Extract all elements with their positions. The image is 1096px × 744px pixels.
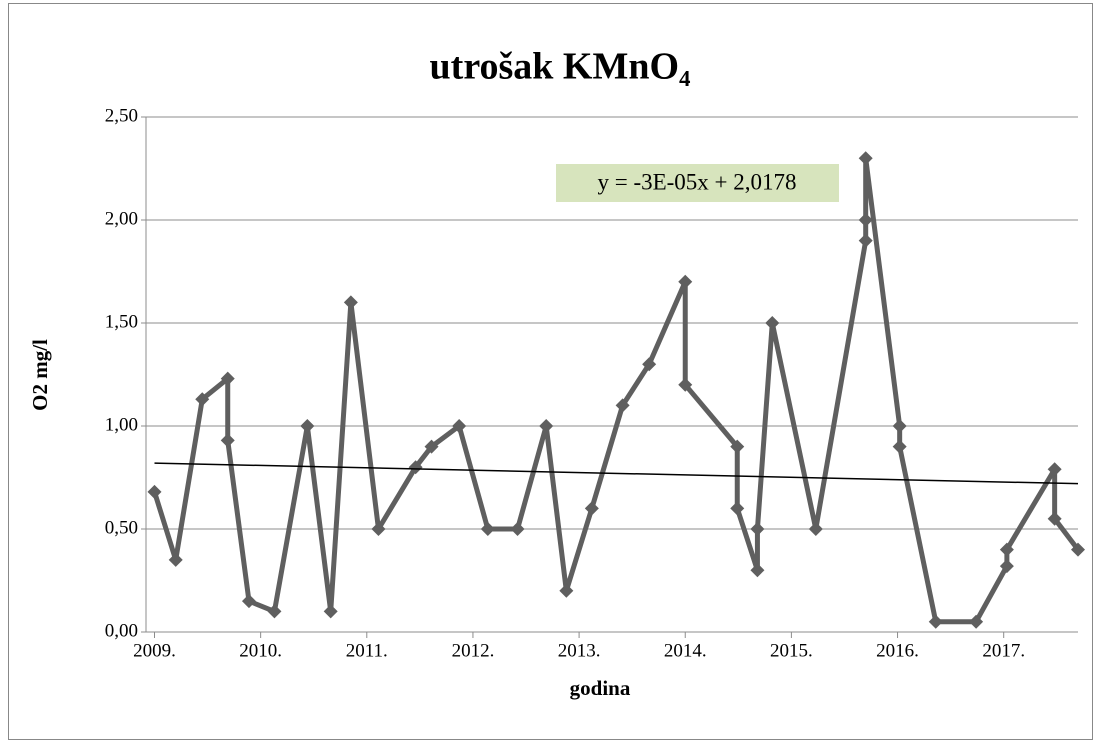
data-point <box>584 501 599 516</box>
x-tick-label: 2012. <box>452 640 495 661</box>
y-tick-label: 2,50 <box>105 105 138 126</box>
data-point <box>220 371 235 386</box>
data-point <box>730 439 745 454</box>
data-point <box>999 542 1014 557</box>
y-tick-label: 1,00 <box>105 414 138 435</box>
data-point <box>642 357 657 372</box>
data-point <box>808 522 823 536</box>
data-point <box>300 419 315 433</box>
data-point <box>969 614 984 629</box>
data-point <box>267 604 282 619</box>
x-tick-label: 2015. <box>770 640 813 661</box>
data-point <box>750 563 765 578</box>
data-point <box>858 151 873 166</box>
data-point <box>1047 462 1062 477</box>
y-tick-label: 0,50 <box>105 517 138 538</box>
data-point <box>539 419 554 433</box>
trendline <box>154 462 1079 485</box>
data-point <box>371 522 386 536</box>
x-tick-label: 2014. <box>664 640 707 661</box>
x-tick-label: 2016. <box>876 640 919 661</box>
x-tick-label: 2013. <box>558 640 601 661</box>
chart-title: utrošak KMnO₄ <box>430 46 692 88</box>
chart-border <box>8 3 1093 740</box>
data-point <box>452 419 467 433</box>
data-point <box>730 501 745 516</box>
data-point <box>750 522 765 536</box>
y-tick-label: 0,00 <box>105 620 138 641</box>
data-point <box>510 522 525 536</box>
data-point <box>220 433 235 448</box>
data-point <box>241 594 256 609</box>
x-axis-label: godina <box>570 676 631 700</box>
x-tick-label: 2009. <box>133 640 176 661</box>
x-tick-label: 2017. <box>982 640 1025 661</box>
y-axis-label: O2 mg/l <box>28 339 52 411</box>
data-point <box>765 316 780 330</box>
y-tick-label: 2,00 <box>105 208 138 229</box>
data-point <box>1071 542 1085 557</box>
data-point <box>1047 511 1062 526</box>
trendline-equation: y = -3E-05x + 2,0178 <box>597 169 796 194</box>
data-point <box>999 559 1014 574</box>
data-point <box>168 552 183 567</box>
data-point <box>892 419 907 433</box>
x-tick-label: 2010. <box>239 640 282 661</box>
data-point <box>559 583 574 598</box>
data-point <box>480 522 495 536</box>
data-point <box>323 604 338 619</box>
x-tick-label: 2011. <box>346 640 388 661</box>
data-point <box>858 213 873 227</box>
data-point <box>147 484 162 499</box>
data-point <box>615 398 630 413</box>
data-point <box>408 460 423 475</box>
data-point <box>678 377 693 392</box>
data-point <box>928 614 943 629</box>
data-point <box>343 295 358 310</box>
y-tick-label: 1,50 <box>105 311 138 332</box>
data-point <box>424 439 439 454</box>
data-point <box>858 233 873 248</box>
data-point <box>195 392 210 407</box>
data-point <box>678 274 693 289</box>
data-point <box>892 439 907 454</box>
equation-box <box>556 164 839 202</box>
